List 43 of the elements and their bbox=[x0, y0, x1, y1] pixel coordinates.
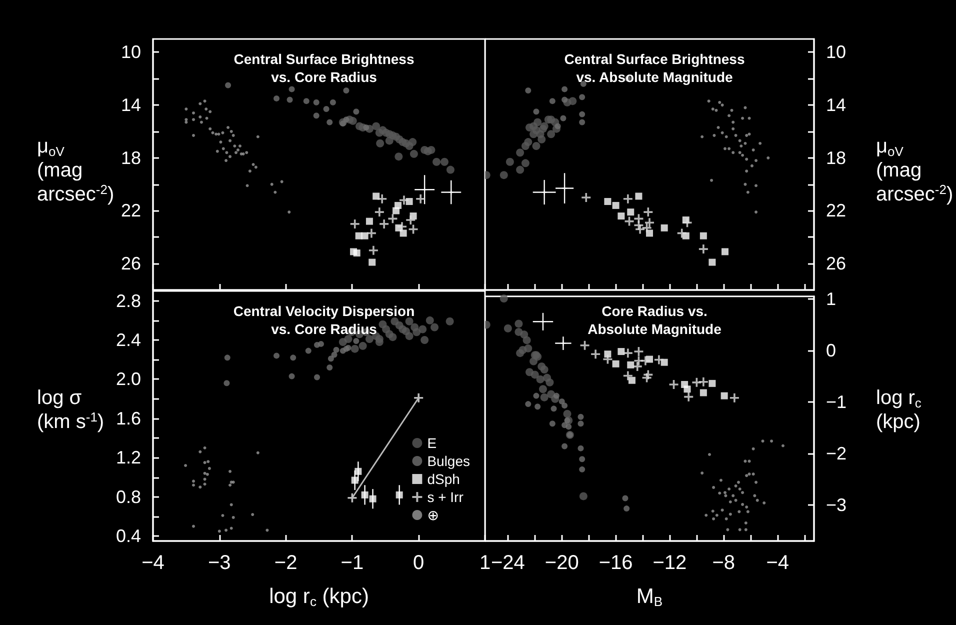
y-tick-label: 14 bbox=[120, 95, 141, 116]
x-tick-label: −16 bbox=[598, 552, 633, 574]
y-tick-label: 26 bbox=[826, 254, 846, 274]
y-tick-label: 2.4 bbox=[116, 330, 141, 350]
x-tick-label: −4 bbox=[142, 552, 164, 574]
x-tick-label: −2 bbox=[274, 552, 298, 574]
legend-label: dSph bbox=[427, 471, 460, 487]
x-tick-label: 1 bbox=[479, 552, 491, 574]
y-tick-label: −2 bbox=[826, 443, 847, 464]
legend-label: E bbox=[427, 435, 437, 451]
text: Central Surface Brightness vs. Absolute Magnitude bbox=[564, 51, 745, 85]
y-tick-label: 2.8 bbox=[116, 290, 141, 311]
y-tick-label: 22 bbox=[120, 200, 141, 221]
y-tick-label: 1.2 bbox=[116, 448, 141, 468]
x-tick-label: −1 bbox=[340, 552, 364, 574]
text: Central Velocity Dispersion vs. Core Radius bbox=[233, 303, 415, 337]
y-tick-label: −3 bbox=[826, 494, 847, 515]
y-tick-label: 22 bbox=[826, 200, 846, 221]
y-tick-label: 0.8 bbox=[116, 486, 141, 507]
text: Core Radius vs. Absolute Magnitude bbox=[588, 303, 722, 337]
text: Central Surface Brightness vs. Core Radius bbox=[234, 51, 414, 85]
y-tick-label: 10 bbox=[120, 42, 141, 62]
x-tick-label: −20 bbox=[544, 552, 579, 574]
y-tick-label: 18 bbox=[826, 148, 846, 168]
y-tick-label: 0 bbox=[826, 340, 836, 360]
x-tick-label: 0 bbox=[413, 552, 424, 574]
y-tick-label: −1 bbox=[826, 392, 847, 412]
y-tick-label: 2.0 bbox=[116, 369, 141, 390]
y-tick-label: 1 bbox=[826, 289, 836, 309]
legend-label: Bulges bbox=[427, 453, 470, 469]
x-tick-label: −24 bbox=[490, 552, 525, 574]
y-tick-label: 1.6 bbox=[116, 408, 141, 428]
x-tick-label: −3 bbox=[208, 552, 231, 574]
y-tick-label: 14 bbox=[826, 95, 846, 116]
y-tick-label: 10 bbox=[826, 42, 846, 62]
legend-label: s + Irr bbox=[427, 489, 464, 505]
x-tick-label: −8 bbox=[712, 552, 736, 574]
y-tick-label: 26 bbox=[120, 254, 141, 274]
legend-label: ⊕ bbox=[427, 507, 439, 523]
y-tick-label: 18 bbox=[120, 148, 141, 168]
x-tick-label: −12 bbox=[652, 552, 687, 574]
x-tick-label: −4 bbox=[766, 552, 789, 574]
y-tick-label: 0.4 bbox=[116, 526, 141, 546]
